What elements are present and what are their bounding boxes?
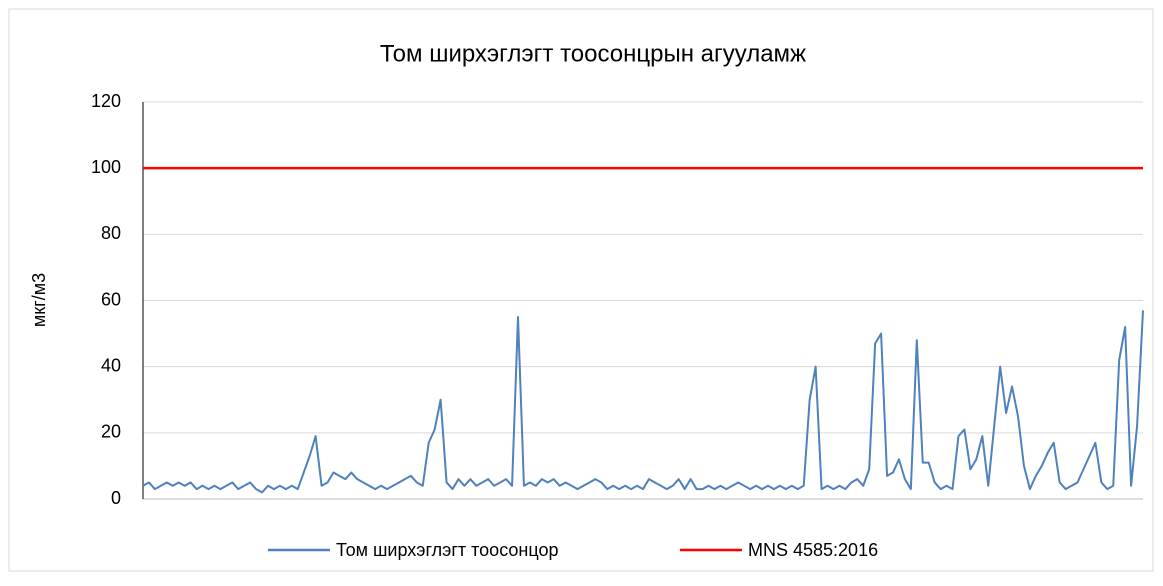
y-tick-label: 40	[101, 355, 121, 375]
chart-title: Том ширхэглэгт тоосонцрын агууламж	[380, 40, 806, 67]
legend-label: MNS 4585:2016	[748, 540, 878, 560]
y-tick-label: 20	[101, 422, 121, 442]
y-tick-label: 100	[91, 157, 121, 177]
chart-frame	[8, 8, 1154, 572]
y-axis-label: мкг/м3	[29, 273, 49, 327]
data-line	[142, 310, 1144, 494]
y-tick-label: 120	[91, 91, 121, 111]
legend-label: Том ширхэглэгт тоосонцор	[336, 540, 558, 560]
y-tick-label: 60	[101, 289, 121, 309]
y-tick-label: 0	[111, 488, 121, 508]
y-tick-label: 80	[101, 223, 121, 243]
